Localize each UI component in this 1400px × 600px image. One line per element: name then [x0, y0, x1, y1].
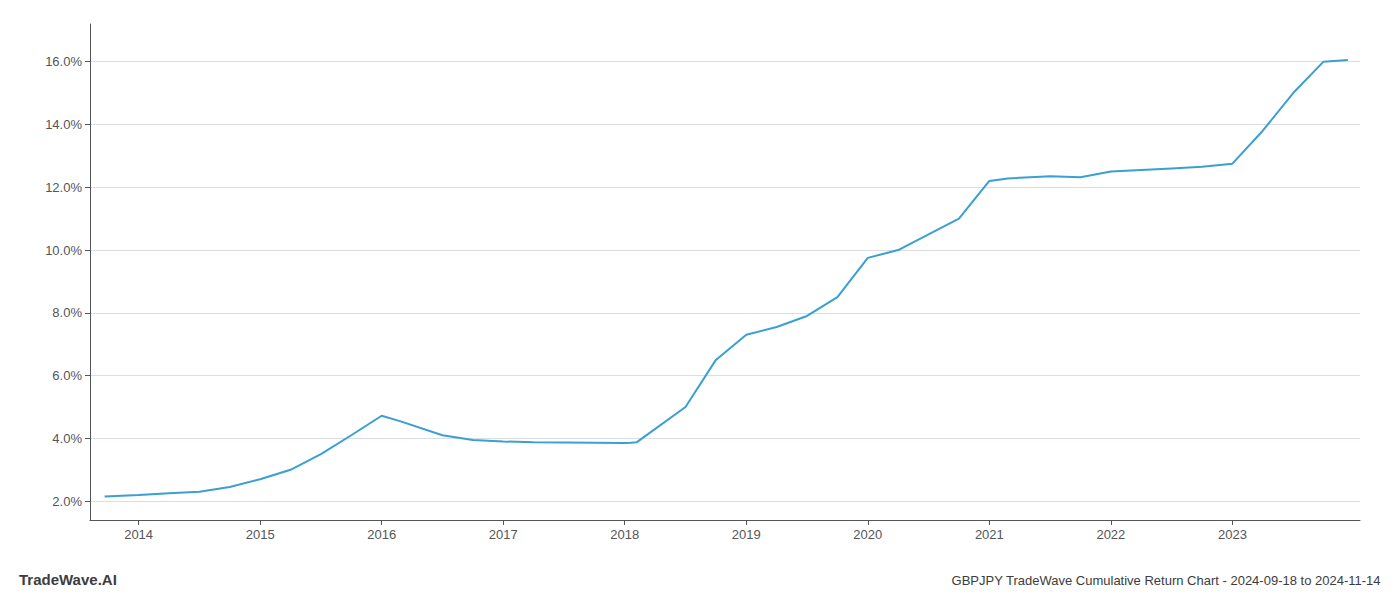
svg-text:4.0%: 4.0%: [52, 431, 82, 446]
svg-text:2017: 2017: [489, 527, 518, 542]
svg-text:6.0%: 6.0%: [52, 368, 82, 383]
svg-text:12.0%: 12.0%: [45, 180, 82, 195]
svg-text:2015: 2015: [246, 527, 275, 542]
svg-text:2020: 2020: [853, 527, 882, 542]
svg-text:10.0%: 10.0%: [45, 243, 82, 258]
svg-text:2022: 2022: [1096, 527, 1125, 542]
svg-text:TradeWave.AI: TradeWave.AI: [19, 571, 117, 588]
svg-text:8.0%: 8.0%: [52, 305, 82, 320]
svg-text:14.0%: 14.0%: [45, 117, 82, 132]
svg-text:2021: 2021: [975, 527, 1004, 542]
svg-text:2018: 2018: [610, 527, 639, 542]
svg-text:16.0%: 16.0%: [45, 54, 82, 69]
svg-text:2014: 2014: [124, 527, 153, 542]
svg-text:GBPJPY TradeWave Cumulative Re: GBPJPY TradeWave Cumulative Return Chart…: [952, 573, 1381, 588]
svg-text:2016: 2016: [367, 527, 396, 542]
svg-text:2019: 2019: [732, 527, 761, 542]
svg-text:2.0%: 2.0%: [52, 494, 82, 509]
svg-text:2023: 2023: [1218, 527, 1247, 542]
